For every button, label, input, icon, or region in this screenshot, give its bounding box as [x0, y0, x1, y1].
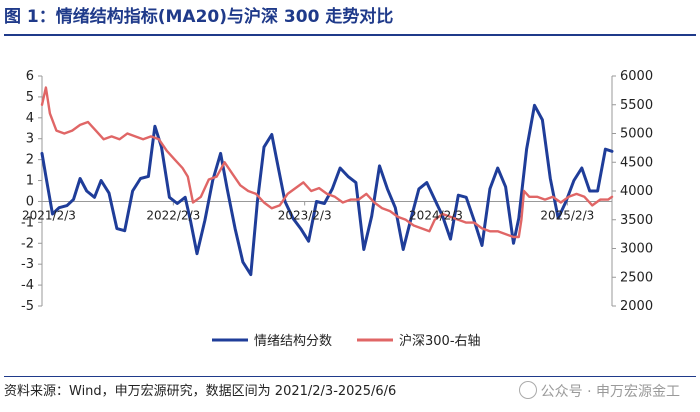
y-left-tick-label: -2: [21, 236, 34, 251]
x-tick-label: 2025/2/3: [540, 208, 594, 222]
y-left-tick-label: 6: [26, 69, 34, 84]
x-tick-label: 2023/2/3: [278, 208, 332, 222]
tick-layer: -5 -4 -3 -2 -1 0 1 2 3 4 5 6 2000 2500 3000 3500 4000 450…: [21, 69, 653, 314]
x-tick-label: 2024/2/3: [409, 208, 463, 222]
watermark-text: 公众号 · 申万宏源金工: [540, 384, 680, 400]
series-layer: [40, 86, 614, 277]
series-line-sentiment: [40, 103, 614, 277]
watermark: 公众号 · 申万宏源金工: [518, 381, 680, 403]
y-right-tick-label: 2500: [620, 270, 653, 285]
y-left-tick-label: 4: [26, 111, 34, 126]
y-left-tick-label: -5: [21, 299, 34, 314]
x-tick-label: 2022/2/3: [146, 208, 200, 222]
legend-item-sentiment-label: 情绪结构分数: [254, 334, 332, 349]
y-left-tick-label: -3: [21, 257, 34, 272]
wechat-icon: [518, 381, 537, 399]
y-left-tick-label: 1: [26, 174, 34, 189]
y-right-tick-label: 3500: [620, 213, 653, 228]
y-left-tick-label: 3: [26, 132, 34, 147]
y-right-tick-label: 5500: [620, 98, 653, 113]
y-right-tick-label: 5000: [620, 127, 653, 142]
series-line-hs300: [40, 86, 614, 239]
footer-divider: [4, 376, 696, 377]
y-left-tick-label: 2: [26, 153, 34, 168]
chart-title: 图 1：情绪结构指标(MA20)与沪深 300 走势对比: [4, 7, 394, 27]
legend-item-hs300-label: 沪深300-右轴: [399, 333, 481, 349]
legend-layer: 情绪结构分数 沪深300-右轴: [212, 333, 481, 349]
y-right-tick-label: 6000: [620, 69, 653, 84]
axes-layer: [38, 75, 616, 307]
y-right-tick-label: 2000: [620, 299, 653, 314]
y-left-tick-label: -4: [21, 278, 34, 293]
title-divider: [4, 34, 696, 36]
y-left-tick-label: 0: [26, 194, 34, 209]
y-right-tick-label: 4000: [620, 184, 653, 199]
source-note: 资料来源：Wind，申万宏源研究，数据区间为 2021/2/3-2025/6/6: [4, 384, 397, 399]
y-left-tick-label: -1: [21, 215, 34, 230]
y-left-tick-label: 5: [26, 90, 34, 105]
x-tick-label: 2021/2/3: [22, 208, 76, 222]
y-right-tick-label: 3000: [620, 242, 653, 257]
y-right-tick-label: 4500: [620, 155, 653, 170]
